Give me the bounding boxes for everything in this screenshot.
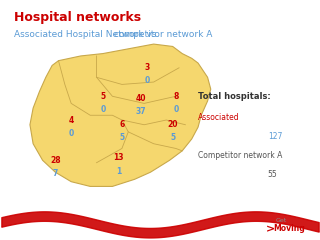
Text: Associated: Associated (198, 113, 240, 122)
Polygon shape (30, 44, 211, 186)
Text: 7: 7 (52, 169, 58, 178)
Text: Associated Hospital Network vs.: Associated Hospital Network vs. (14, 30, 159, 39)
Text: 0: 0 (145, 76, 150, 85)
Text: Competitor network A: Competitor network A (198, 151, 283, 160)
Text: 4: 4 (68, 115, 74, 125)
Text: 8: 8 (173, 92, 179, 101)
Text: 0: 0 (100, 105, 106, 114)
Text: 5: 5 (100, 92, 106, 101)
Text: 6: 6 (119, 120, 124, 129)
Text: >: > (266, 225, 276, 234)
Text: 55: 55 (268, 170, 278, 179)
Text: Moving: Moving (274, 224, 305, 233)
Text: Total hospitals:: Total hospitals: (198, 91, 271, 101)
Text: 28: 28 (50, 156, 60, 165)
Text: 13: 13 (114, 153, 124, 162)
Text: 5: 5 (119, 133, 124, 142)
Text: 5: 5 (170, 133, 175, 142)
Text: 40: 40 (136, 94, 146, 103)
Text: 37: 37 (136, 107, 146, 116)
Text: Hospital networks: Hospital networks (14, 11, 141, 24)
Text: 1: 1 (116, 167, 121, 175)
Text: Get: Get (276, 218, 287, 223)
Text: 0: 0 (68, 129, 74, 138)
Text: 127: 127 (268, 132, 282, 141)
Text: 20: 20 (167, 120, 178, 129)
Text: 0: 0 (173, 105, 179, 114)
Text: competitor network A: competitor network A (111, 30, 212, 39)
Text: 3: 3 (145, 63, 150, 72)
